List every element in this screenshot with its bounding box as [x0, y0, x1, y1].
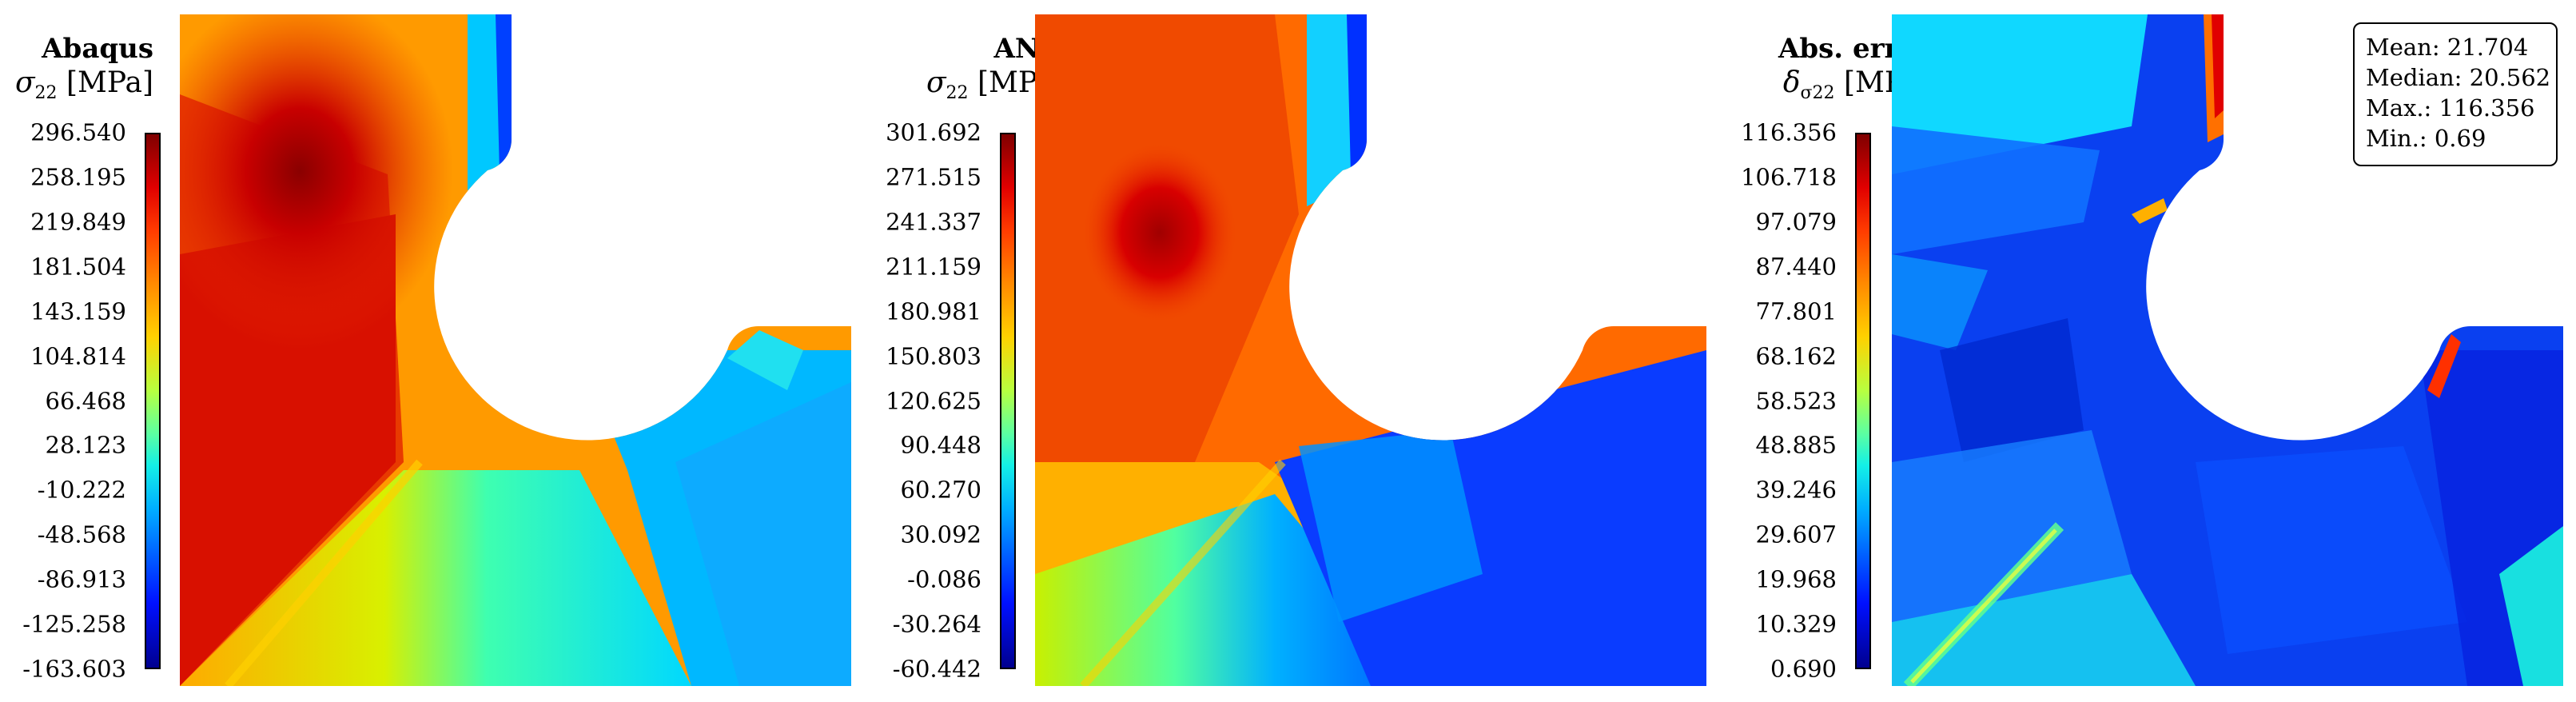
colorbar-tick: 258.195: [30, 163, 126, 191]
colorbar-tick: 104.814: [30, 342, 126, 370]
colorbar-tick: -10.222: [37, 476, 126, 504]
unit-label: [MPa]: [66, 66, 153, 99]
colorbar-tick: 211.159: [886, 253, 981, 281]
colorbar-ticks: 296.540 258.195 219.849 181.504 143.159 …: [0, 121, 126, 680]
colorbar-tick: 87.440: [1755, 253, 1837, 281]
colorbar-ticks: 301.692 271.515 241.337 211.159 180.981 …: [855, 121, 981, 680]
colorbar-tick: 19.968: [1755, 565, 1837, 593]
colorbar-tick: -0.086: [907, 565, 981, 593]
colorbar-tick: 30.092: [900, 521, 981, 548]
colorbar-tick: 106.718: [1741, 163, 1837, 191]
colorbar: [1000, 133, 1016, 669]
stats-mean: Mean: 21.704: [2366, 34, 2529, 61]
colorbar-tick: -125.258: [22, 610, 126, 638]
stats-median: Median: 20.562: [2366, 64, 2551, 91]
colorbar-tick: 271.515: [886, 163, 981, 191]
colorbar-tick: 10.329: [1755, 610, 1837, 638]
colorbar-tick: 39.246: [1755, 476, 1837, 504]
quantity-subscript: 22: [946, 83, 969, 103]
colorbar-tick: 28.123: [45, 431, 126, 459]
quantity-subscript: 22: [34, 83, 58, 103]
quantity-symbol: σ: [14, 66, 35, 99]
stress-field-plot: [180, 14, 851, 686]
colorbar-tick: 48.885: [1755, 431, 1837, 459]
colorbar-tick: -30.264: [892, 610, 981, 638]
colorbar-tick: 60.270: [900, 476, 981, 504]
stats-box: Mean: 21.704 Median: 20.562 Max.: 116.35…: [2353, 22, 2558, 166]
colorbar-tick: 97.079: [1755, 208, 1837, 236]
panel-ann: ANN σ22 [MPa] 301.692 271.515 241.337 21…: [855, 0, 1710, 702]
colorbar-tick: 296.540: [30, 118, 126, 146]
colorbar-tick: 66.468: [45, 387, 126, 414]
colorbar-tick: 77.801: [1755, 297, 1837, 325]
colorbar-tick: 68.162: [1755, 342, 1837, 370]
colorbar: [145, 133, 161, 669]
colorbar-tick: 181.504: [30, 253, 126, 281]
colorbar-tick: 90.448: [900, 431, 981, 459]
quantity-subscript: σ22: [1800, 83, 1835, 103]
colorbar-tick: 241.337: [886, 208, 981, 236]
colorbar-tick: 58.523: [1755, 387, 1837, 414]
colorbar-tick: -86.913: [37, 565, 126, 593]
quantity-symbol: δ: [1782, 66, 1801, 99]
colorbar-tick: -48.568: [37, 521, 126, 548]
colorbar-ticks: 116.356 106.718 97.079 87.440 77.801 68.…: [1710, 121, 1837, 680]
colorbar-tick: -60.442: [892, 655, 981, 683]
colorbar-tick: 120.625: [886, 387, 981, 414]
quantity-label: σ22 [MPa]: [15, 69, 153, 102]
colorbar-tick: 150.803: [886, 342, 981, 370]
quantity-symbol: σ: [926, 66, 946, 99]
panel-title: Abaqus: [42, 33, 153, 65]
stress-field-plot: [1035, 14, 1706, 686]
colorbar-tick: 143.159: [30, 297, 126, 325]
colorbar-tick: 29.607: [1755, 521, 1837, 548]
stats-max: Max.: 116.356: [2366, 94, 2535, 122]
colorbar: [1855, 133, 1871, 669]
panel-abaqus: Abaqus σ22 [MPa] 296.540 258.195 219.849…: [0, 0, 855, 702]
colorbar-tick: 180.981: [886, 297, 981, 325]
colorbar-tick: 116.356: [1741, 118, 1837, 146]
colorbar-tick: 219.849: [30, 208, 126, 236]
colorbar-tick: -163.603: [22, 655, 126, 683]
colorbar-tick: 0.690: [1770, 655, 1837, 683]
colorbar-tick: 301.692: [886, 118, 981, 146]
stats-min: Min.: 0.69: [2366, 125, 2486, 152]
